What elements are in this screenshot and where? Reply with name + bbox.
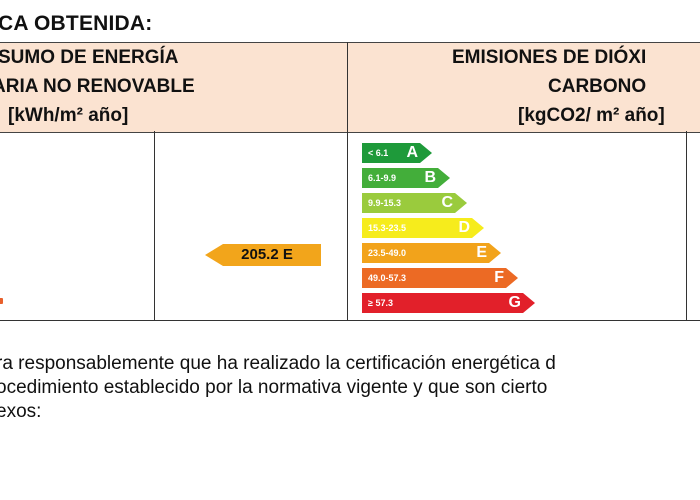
scale-bar-d: 15.3-23.5 D: [362, 218, 484, 238]
energy-consumption-header: SUMO DE ENERGÍA ARIA NO RENOVABLE [kWh/m…: [0, 42, 348, 133]
table-divider-left: [154, 131, 155, 321]
scale-letter-f: F: [494, 269, 504, 286]
scale-bar-f: 49.0-57.3 F: [362, 268, 518, 288]
scale-range-f: 49.0-57.3: [368, 273, 407, 283]
declaration-paragraph: ra responsablemente que ha realizado la …: [0, 352, 700, 424]
co2-header-line1: EMISIONES DE DIÓXI: [452, 47, 647, 68]
declaration-line1: ra responsablemente que ha realizado la …: [0, 353, 556, 374]
scale-bar-c: 9.9-15.3 C: [362, 193, 467, 213]
energy-rating-pointer: 205.2 E: [205, 244, 321, 266]
declaration-line2: ocedimiento establecido por la normativa…: [0, 377, 548, 398]
scale-letter-g: G: [508, 294, 521, 311]
scale-letter-b: B: [424, 169, 436, 186]
scale-letter-e: E: [476, 244, 487, 261]
scale-range-a: < 6.1: [368, 148, 389, 158]
scale-bar-a: < 6.1 A: [362, 143, 432, 163]
energy-scale-edge-marker: [0, 298, 3, 304]
co2-header-line2: CARBONO: [548, 76, 647, 97]
table-bottom-border: [0, 320, 700, 321]
scale-bar-g: ≥ 57.3 G: [362, 293, 535, 313]
scale-range-c: 9.9-15.3: [368, 198, 402, 208]
energy-header-units: [kWh/m² año]: [8, 105, 129, 126]
table-divider-middle: [347, 42, 348, 321]
scale-range-b: 6.1-9.9: [368, 173, 397, 183]
co2-header-units: [kgCO2/ m² año]: [518, 105, 665, 126]
table-divider-right: [686, 131, 687, 321]
scale-bar-e: 23.5-49.0 E: [362, 243, 501, 263]
energy-header-line2: ARIA NO RENOVABLE: [0, 76, 195, 97]
energy-header-line1: SUMO DE ENERGÍA: [0, 47, 179, 68]
section-heading: ICA OBTENIDA:: [0, 12, 153, 35]
scale-range-d: 15.3-23.5: [368, 223, 407, 233]
co2-emissions-header: EMISIONES DE DIÓXI CARBONO [kgCO2/ m² añ…: [348, 42, 700, 133]
scale-range-g: ≥ 57.3: [368, 298, 393, 308]
scale-bar-b: 6.1-9.9 B: [362, 168, 450, 188]
scale-letter-c: C: [441, 194, 453, 211]
declaration-line3: exos:: [0, 401, 42, 422]
scale-letter-d: D: [458, 219, 470, 236]
scale-range-e: 23.5-49.0: [368, 248, 407, 258]
scale-letter-a: A: [406, 144, 418, 161]
